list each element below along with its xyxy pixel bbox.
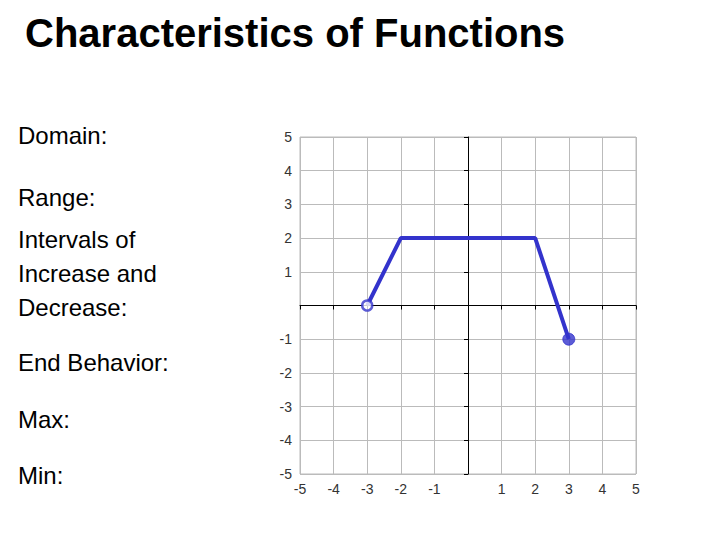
svg-text:-2: -2 bbox=[395, 481, 408, 497]
svg-text:-5: -5 bbox=[294, 481, 307, 497]
svg-text:3: 3 bbox=[284, 196, 292, 212]
svg-text:-3: -3 bbox=[280, 399, 293, 415]
svg-text:Intervals of: Intervals of bbox=[18, 226, 142, 253]
svg-text:Range:: Range: bbox=[18, 184, 95, 211]
svg-text:2: 2 bbox=[284, 230, 292, 246]
svg-text:4: 4 bbox=[599, 481, 607, 497]
svg-text:Increase and: Increase and bbox=[18, 260, 163, 287]
svg-text:Characteristics of Functions: Characteristics of Functions bbox=[25, 11, 565, 55]
svg-text:-5: -5 bbox=[280, 466, 293, 482]
svg-text:1: 1 bbox=[284, 264, 292, 280]
svg-text:-4: -4 bbox=[280, 432, 293, 448]
svg-text:End Behavior:: End Behavior: bbox=[18, 349, 169, 376]
svg-text:Max:: Max: bbox=[18, 406, 70, 433]
svg-text:1: 1 bbox=[498, 481, 506, 497]
svg-text:5: 5 bbox=[284, 129, 292, 145]
svg-text:Domain:: Domain: bbox=[18, 122, 107, 149]
svg-text:Min:: Min: bbox=[18, 462, 63, 489]
svg-text:-3: -3 bbox=[361, 481, 374, 497]
svg-text:4: 4 bbox=[284, 163, 292, 179]
svg-text:-1: -1 bbox=[428, 481, 441, 497]
svg-text:-1: -1 bbox=[280, 331, 293, 347]
svg-text:-4: -4 bbox=[327, 481, 340, 497]
svg-text:5: 5 bbox=[632, 481, 640, 497]
svg-text:-2: -2 bbox=[280, 365, 293, 381]
svg-text:Decrease:: Decrease: bbox=[18, 294, 127, 321]
svg-text:3: 3 bbox=[565, 481, 573, 497]
svg-text:2: 2 bbox=[531, 481, 539, 497]
